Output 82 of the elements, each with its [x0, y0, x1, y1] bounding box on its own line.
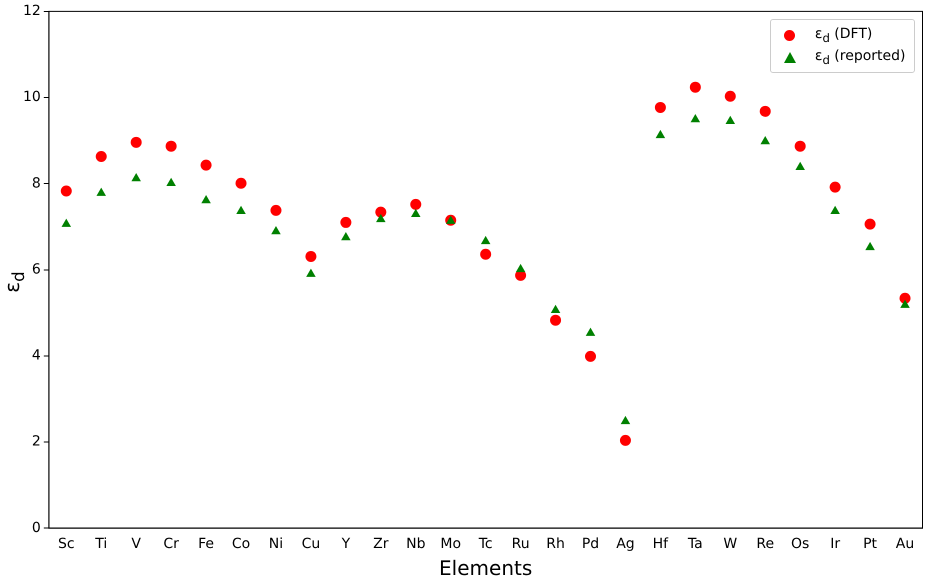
point [201, 194, 211, 204]
x-tick-label: Sc [58, 536, 75, 552]
x-tick-label: Ru [512, 536, 530, 552]
legend-label: ε$_{d}$ (reported) [814, 48, 906, 67]
point [130, 136, 142, 148]
x-tick-label: Tc [478, 536, 493, 552]
point [830, 206, 840, 214]
x-tick-label: Fe [198, 536, 214, 552]
point [271, 226, 281, 234]
y-tick-label: 8 [32, 175, 41, 192]
point [865, 242, 875, 250]
point [900, 300, 910, 308]
x-tick-label: V [131, 536, 142, 552]
x-tick-label: Y [340, 536, 351, 552]
point [236, 206, 246, 214]
y-tick-label: 10 [22, 89, 41, 106]
point [620, 416, 630, 424]
point [305, 250, 316, 262]
x-tick-label: Ir [830, 536, 840, 552]
x-tick-label: Os [791, 536, 810, 552]
point [200, 160, 212, 171]
point [166, 178, 176, 186]
point [690, 82, 701, 93]
point [410, 198, 422, 210]
point [236, 178, 247, 189]
point [690, 114, 700, 122]
x-tick-label: Pt [863, 536, 878, 552]
point [654, 102, 666, 113]
point [620, 434, 631, 446]
x-tick-label: Ta [686, 536, 703, 552]
point [864, 218, 876, 230]
x-tick-label: Mo [440, 536, 462, 552]
y-tick-label: 2 [32, 434, 41, 450]
point [340, 216, 352, 228]
point [900, 292, 911, 304]
point [585, 350, 596, 362]
y-tick-label: 12 [22, 3, 41, 20]
point [341, 232, 351, 240]
point [270, 204, 282, 216]
point [480, 248, 492, 260]
y-tick-label: 4 [32, 348, 41, 364]
x-tick-label: Ni [268, 536, 284, 552]
x-tick-label: Au [896, 536, 914, 552]
point [96, 188, 106, 196]
point [550, 314, 562, 326]
x-tick-label: Re [756, 536, 774, 552]
point [795, 162, 805, 170]
x-tick-label: Nb [406, 536, 426, 552]
point [724, 90, 736, 102]
point [586, 328, 596, 336]
x-tick-label: W [723, 536, 738, 552]
point [480, 236, 490, 244]
x-axis-title: Elements [439, 556, 532, 580]
point [166, 140, 177, 152]
point [131, 173, 141, 182]
point [550, 304, 560, 314]
x-tick-label: Cu [302, 536, 320, 552]
y-tick-label: 0 [32, 520, 41, 536]
x-tick-label: Hf [652, 536, 670, 552]
x-tick-label: Ag [616, 536, 635, 552]
point [656, 130, 666, 138]
y-tick-label: 6 [32, 261, 41, 278]
x-tick-label: Zr [373, 536, 389, 552]
point [760, 106, 771, 117]
point [411, 208, 421, 217]
x-tick-label: Ti [94, 536, 108, 552]
point [726, 116, 736, 124]
x-tick-label: Rh [546, 536, 565, 552]
point [375, 206, 386, 218]
point [60, 185, 72, 196]
point [830, 182, 841, 193]
legend-label: ε$_{d}$ (DFT) [814, 26, 872, 45]
point [306, 268, 316, 277]
x-tick-label: Cr [163, 536, 180, 552]
point [794, 140, 806, 152]
point [760, 136, 770, 144]
point [62, 218, 72, 227]
point [96, 151, 107, 162]
x-tick-label: Pd [582, 536, 600, 552]
x-tick-label: Co [232, 536, 250, 552]
point [376, 214, 386, 222]
point [516, 264, 526, 272]
